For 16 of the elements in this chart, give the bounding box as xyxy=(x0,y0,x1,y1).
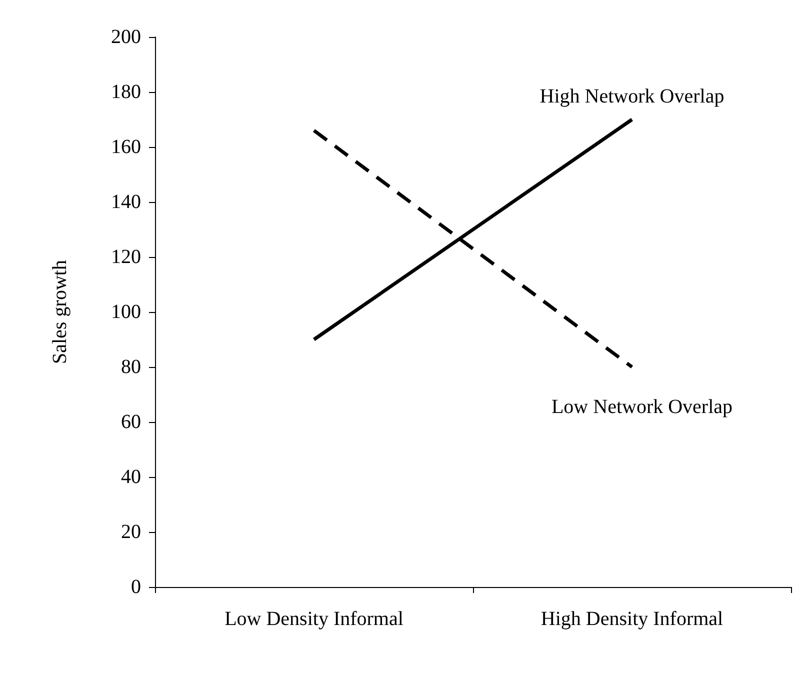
y-tick-label: 120 xyxy=(111,246,141,268)
y-axis-title: Sales growth xyxy=(49,260,71,364)
y-tick-label: 160 xyxy=(111,136,141,158)
y-tick-label: 40 xyxy=(121,466,141,488)
y-tick-label: 140 xyxy=(111,191,141,213)
x-tick-label: Low Density Informal xyxy=(224,608,404,630)
y-tick-label: 60 xyxy=(121,411,141,433)
y-tick-label: 200 xyxy=(111,26,141,48)
y-tick-label: 0 xyxy=(131,576,141,598)
y-tick-label: 20 xyxy=(121,521,141,543)
series-label: High Network Overlap xyxy=(540,86,724,108)
x-tick-label: High Density Informal xyxy=(540,608,724,630)
text: Low Network Overlap xyxy=(551,396,733,418)
y-tick-label: 180 xyxy=(111,81,141,103)
y-tick-label: 80 xyxy=(121,356,141,378)
y-tick-label: 100 xyxy=(111,301,141,323)
